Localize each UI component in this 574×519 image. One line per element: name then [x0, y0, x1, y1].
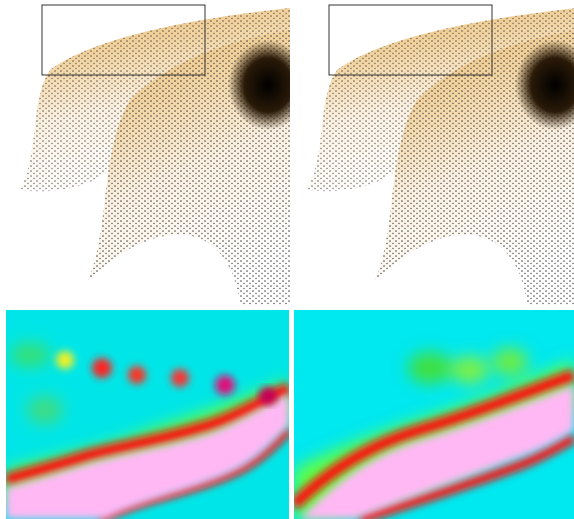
heatmap-right: [294, 310, 574, 519]
point-cloud-right: [307, 5, 574, 305]
point-cloud-left: [20, 5, 308, 305]
page: [0, 0, 574, 519]
heatmap-left: [6, 310, 289, 519]
figure: [0, 0, 574, 519]
